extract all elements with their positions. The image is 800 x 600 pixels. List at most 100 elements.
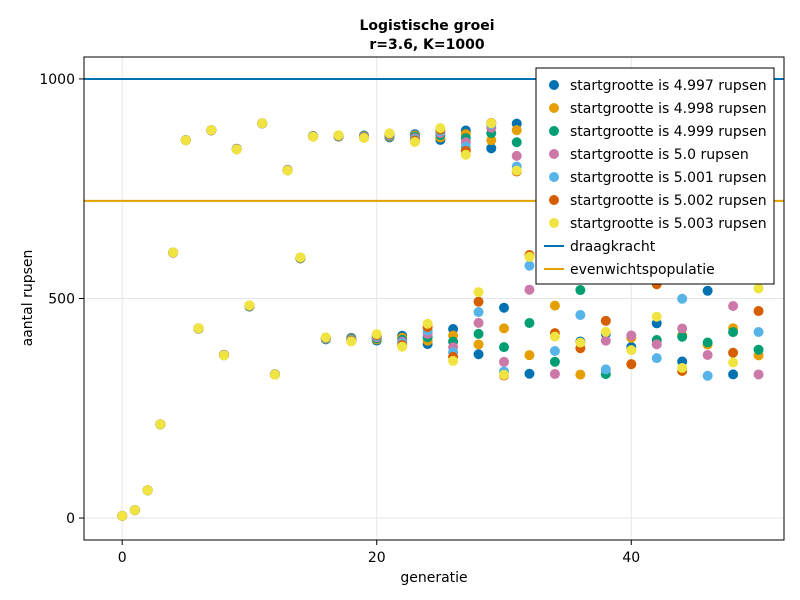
ticks: 0 20 40 0 500 1000 — [39, 72, 640, 566]
legend-marker — [549, 195, 559, 205]
point-series-1 — [524, 350, 535, 361]
point-series-6 — [511, 165, 522, 176]
point-series-6 — [549, 331, 560, 342]
point-series-2 — [753, 344, 764, 355]
point-series-0 — [702, 285, 713, 296]
point-series-6 — [193, 323, 204, 334]
point-series-6 — [753, 283, 764, 294]
legend-label: startgrootte is 5.002 rupsen — [570, 193, 767, 209]
legend-marker — [549, 218, 559, 228]
point-series-3 — [511, 150, 522, 161]
chart-subtitle: r=3.6, K=1000 — [369, 37, 484, 53]
point-series-0 — [473, 349, 484, 360]
point-series-0 — [499, 302, 509, 313]
point-series-6 — [486, 118, 497, 129]
legend-marker — [549, 172, 559, 182]
legend-label: startgrootte is 5.003 rupsen — [570, 216, 767, 232]
point-series-0 — [524, 368, 535, 379]
point-series-3 — [626, 330, 637, 341]
point-series-5 — [753, 306, 764, 317]
point-series-4 — [702, 370, 713, 381]
point-series-2 — [677, 331, 688, 342]
point-series-0 — [486, 143, 497, 154]
legend-label: startgrootte is 4.999 rupsen — [570, 124, 767, 140]
point-series-2 — [511, 137, 522, 148]
point-series-6 — [206, 125, 217, 136]
point-series-4 — [677, 293, 688, 304]
point-series-2 — [499, 342, 509, 353]
point-series-1 — [549, 300, 560, 311]
point-series-6 — [409, 136, 420, 147]
point-series-6 — [346, 336, 357, 347]
point-series-3 — [651, 339, 662, 350]
point-series-6 — [142, 485, 153, 496]
point-series-6 — [231, 144, 242, 155]
point-series-6 — [499, 369, 509, 380]
point-series-1 — [473, 339, 484, 350]
point-series-1 — [499, 323, 509, 334]
point-series-4 — [549, 345, 560, 356]
point-series-0 — [728, 369, 739, 380]
point-series-6 — [320, 332, 331, 343]
point-series-3 — [499, 356, 509, 367]
x-tick-label: 20 — [368, 550, 386, 566]
point-series-6 — [129, 505, 140, 516]
point-series-3 — [677, 323, 688, 334]
point-series-5 — [728, 347, 739, 358]
chart-title: Logistische groei — [360, 18, 495, 34]
legend-label: startgrootte is 4.997 rupsen — [570, 78, 767, 94]
point-series-4 — [524, 260, 535, 271]
point-series-3 — [473, 317, 484, 328]
legend-box — [535, 67, 775, 285]
point-series-2 — [728, 327, 739, 338]
point-series-2 — [549, 356, 560, 367]
point-series-6 — [575, 337, 586, 348]
point-series-6 — [295, 252, 306, 263]
point-series-4 — [473, 307, 484, 318]
point-series-3 — [600, 335, 611, 346]
point-series-6 — [473, 287, 484, 298]
point-series-6 — [219, 350, 229, 361]
point-series-1 — [511, 125, 522, 136]
point-series-6 — [448, 355, 459, 366]
point-series-6 — [269, 369, 280, 380]
point-series-6 — [626, 345, 637, 356]
legend-marker — [549, 103, 559, 113]
legend-label: startgrootte is 5.0 rupsen — [570, 147, 749, 163]
point-series-6 — [600, 326, 611, 337]
point-series-6 — [677, 363, 688, 374]
point-series-5 — [473, 296, 484, 307]
point-series-2 — [473, 328, 484, 339]
point-series-6 — [117, 510, 128, 521]
point-series-1 — [486, 135, 497, 146]
point-series-3 — [524, 284, 535, 295]
point-series-5 — [600, 315, 611, 326]
legend-label: draagkracht — [570, 239, 656, 255]
point-series-3 — [753, 369, 764, 380]
point-series-3 — [702, 349, 713, 360]
point-series-1 — [575, 369, 586, 380]
legend-marker — [549, 149, 559, 159]
point-series-6 — [524, 251, 535, 262]
point-series-6 — [308, 131, 319, 142]
x-axis-label: generatie — [400, 570, 467, 586]
legend: startgrootte is 4.997 rupsen startgrootte… — [535, 67, 775, 285]
point-series-6 — [180, 135, 191, 146]
point-series-6 — [257, 118, 268, 129]
point-series-5 — [626, 359, 637, 370]
point-series-6 — [728, 357, 739, 368]
point-series-2 — [524, 318, 535, 329]
point-series-6 — [422, 318, 433, 329]
point-series-4 — [753, 326, 764, 337]
y-tick-label: 500 — [48, 292, 75, 308]
x-tick-label: 40 — [622, 550, 640, 566]
y-tick-label: 1000 — [39, 72, 75, 88]
point-series-6 — [333, 130, 344, 141]
point-series-6 — [384, 128, 395, 139]
y-axis-label: aantal rupsen — [20, 250, 36, 347]
point-series-6 — [460, 149, 471, 160]
legend-label: startgrootte is 4.998 rupsen — [570, 101, 767, 117]
point-series-6 — [435, 123, 446, 134]
point-series-6 — [282, 165, 293, 176]
point-series-6 — [397, 341, 408, 352]
